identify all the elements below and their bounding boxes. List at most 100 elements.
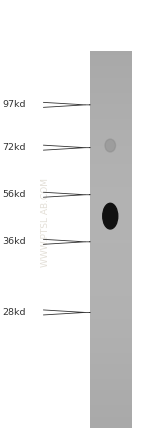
Bar [90,311,132,315]
Bar [90,104,132,108]
Bar [90,342,132,346]
Bar [90,172,132,176]
Bar [90,417,132,421]
Bar [90,338,132,342]
Bar [90,330,132,334]
Bar [90,270,132,274]
Bar [90,229,132,233]
Bar [90,198,132,202]
Bar [90,123,132,127]
Bar [90,225,132,229]
Bar [90,379,132,383]
Bar [90,93,132,97]
Ellipse shape [105,139,116,152]
Text: 36kd: 36kd [2,237,26,247]
Bar [90,345,132,349]
Bar [90,146,132,150]
Bar [90,409,132,413]
Bar [90,390,132,395]
Text: 56kd: 56kd [2,190,26,199]
Bar [90,315,132,319]
Bar [90,89,132,93]
Bar [90,157,132,161]
Bar [90,66,132,71]
Bar [90,386,132,391]
Bar [90,160,132,165]
Bar [90,240,132,244]
Bar [90,221,132,225]
Bar [90,164,132,169]
Bar [90,232,132,236]
Bar [90,300,132,304]
Bar [90,59,132,63]
Bar [90,168,132,172]
Bar [90,134,132,139]
Bar [90,202,132,206]
Bar [90,74,132,78]
Bar [90,85,132,89]
Bar [90,368,132,372]
Bar [90,187,132,191]
Bar [90,285,132,289]
Bar [90,288,132,293]
Bar [90,307,132,312]
Text: WWW.PTSL AB.COM: WWW.PTSL AB.COM [40,178,50,267]
Bar [90,394,132,398]
Bar [90,116,132,120]
Bar [90,266,132,270]
Bar [90,78,132,82]
Bar [90,97,132,101]
Bar [90,194,132,199]
Bar [90,81,132,86]
Bar [90,357,132,361]
Bar [90,349,132,353]
Bar [90,372,132,376]
Bar [90,255,132,259]
Bar [90,292,132,297]
Ellipse shape [103,203,118,229]
Bar [90,127,132,131]
Bar [90,131,132,135]
Bar [90,334,132,338]
Bar [90,70,132,74]
Bar [90,153,132,158]
Bar [90,319,132,323]
Bar [90,262,132,267]
Bar [90,62,132,67]
Bar [90,119,132,123]
Bar [90,364,132,368]
Bar [90,420,132,425]
Bar [90,112,132,116]
Bar [90,375,132,380]
Bar [90,383,132,387]
Bar [90,398,132,402]
Bar [90,236,132,240]
Bar [90,353,132,357]
Bar [90,281,132,285]
Bar [90,179,132,184]
Bar [90,175,132,180]
Bar [90,191,132,195]
Bar [90,51,132,56]
Bar [90,273,132,278]
Bar [90,108,132,112]
Bar [90,217,132,221]
Bar [90,149,132,154]
Bar [90,424,132,428]
Bar [90,323,132,327]
Bar [90,55,132,59]
Bar [90,259,132,263]
Text: 28kd: 28kd [2,308,26,317]
Text: 97kd: 97kd [2,100,26,110]
Bar [90,138,132,142]
Text: 72kd: 72kd [2,143,26,152]
Bar [90,100,132,104]
Bar [90,360,132,365]
Bar [90,247,132,252]
Bar [90,142,132,146]
Bar [90,413,132,417]
Bar [90,277,132,282]
Bar [90,251,132,255]
Bar [90,210,132,214]
Bar [90,296,132,300]
